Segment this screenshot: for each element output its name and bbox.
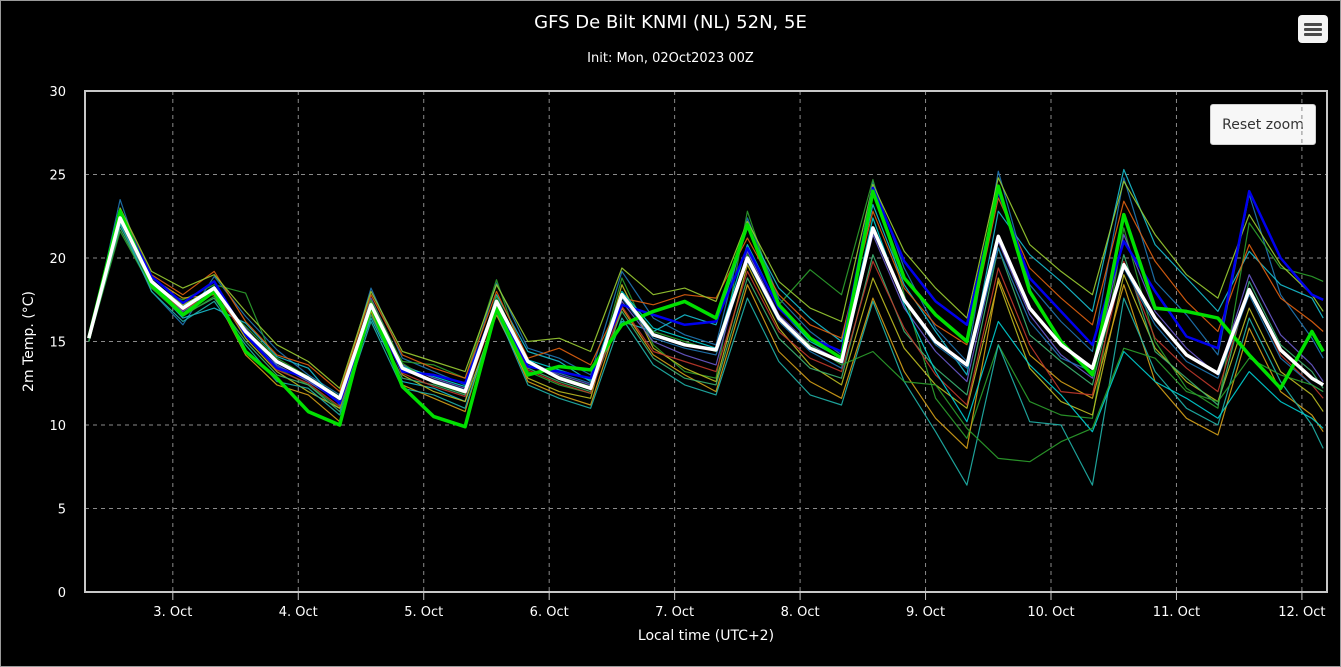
y-tick-label: 5 (58, 503, 66, 518)
y-axis-title: 2m Temp. (°C) (21, 291, 37, 392)
x-tick-label: 12. Oct (1278, 605, 1325, 620)
x-tick-label: 7. Oct (655, 605, 694, 620)
ensemble-member-line (88, 168, 1324, 406)
y-tick-label: 10 (49, 419, 66, 434)
x-tick-label: 8. Oct (781, 605, 820, 620)
control-run-line (87, 184, 1325, 429)
ensemble-member-line (88, 177, 1324, 389)
chart-subtitle: Init: Mon, 02Oct2023 00Z (587, 51, 754, 66)
ensemble-member-line (88, 214, 1324, 416)
x-tick-label: 5. Oct (404, 605, 443, 620)
x-axis-title: Local time (UTC+2) (638, 628, 774, 644)
x-tick-label: 10. Oct (1027, 605, 1074, 620)
x-tick-label: 3. Oct (153, 605, 192, 620)
x-tick-label: 6. Oct (530, 605, 569, 620)
ensemble-member-line (88, 220, 1324, 449)
ensemble-member-line (88, 222, 1324, 486)
y-tick-label: 20 (49, 252, 66, 267)
y-tick-label: 30 (49, 85, 66, 100)
y-tick-label: 0 (58, 586, 66, 601)
x-tick-label: 4. Oct (279, 605, 318, 620)
operational-line (87, 186, 1324, 405)
y-tick-label: 15 (49, 336, 66, 351)
ensemble-mean-line (87, 216, 1325, 401)
ensemble-member-line (88, 197, 1324, 393)
x-tick-label: 11. Oct (1153, 605, 1200, 620)
y-tick-label: 25 (49, 169, 66, 184)
plot-border (84, 90, 1328, 593)
x-tick-label: 9. Oct (906, 605, 945, 620)
chart-title: GFS De Bilt KNMI (NL) 52N, 5E (534, 12, 807, 33)
hamburger-menu-icon[interactable] (1298, 15, 1328, 43)
reset-zoom-button[interactable]: Reset zoom (1210, 104, 1316, 145)
